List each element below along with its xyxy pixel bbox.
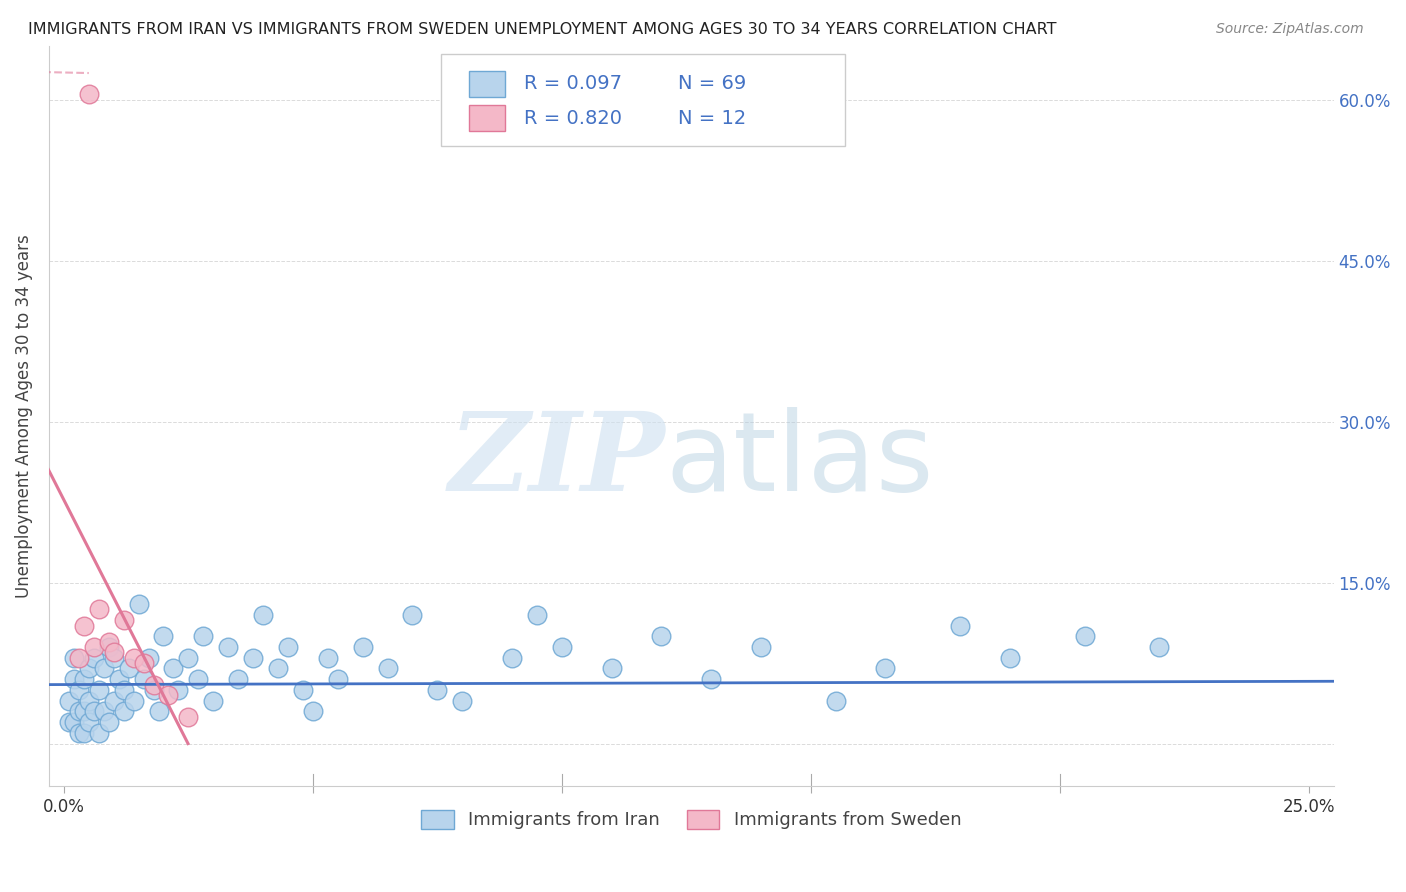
Point (77, 661, 100, 675)
Point (58, 715, 80, 730)
Text: N = 12: N = 12 (679, 109, 747, 128)
Point (73, 618, 96, 632)
Text: N = 69: N = 69 (679, 74, 747, 93)
Point (152, 629, 174, 643)
Point (749, 640, 772, 654)
Point (316, 650, 339, 665)
Point (138, 650, 160, 665)
Point (107, 672, 129, 686)
Point (326, 672, 349, 686)
Point (526, 607, 548, 622)
Point (167, 682, 190, 697)
Legend: Immigrants from Iran, Immigrants from Sweden: Immigrants from Iran, Immigrants from Sw… (413, 803, 969, 837)
Y-axis label: Unemployment Among Ages 30 to 34 years: Unemployment Among Ages 30 to 34 years (15, 235, 32, 599)
Point (377, 661, 399, 675)
Point (949, 618, 972, 632)
Point (501, 650, 523, 665)
Point (193, 629, 215, 643)
Point (63, 650, 86, 665)
Point (302, 705, 325, 719)
Point (142, 682, 165, 697)
Point (177, 710, 200, 724)
Point (77, 715, 100, 730)
Point (103, 693, 125, 707)
Point (103, 650, 125, 665)
Bar (470, 70, 505, 96)
Point (187, 672, 209, 686)
Point (77, 693, 100, 707)
Point (128, 597, 150, 611)
Point (87, 726, 110, 740)
Point (875, 661, 897, 675)
Point (700, 672, 723, 686)
Point (1149, 640, 1171, 654)
Point (77, 87, 100, 102)
Point (63, 672, 86, 686)
Point (600, 661, 623, 675)
Point (551, 640, 574, 654)
Point (226, 672, 249, 686)
Point (87, 682, 110, 697)
Point (202, 693, 225, 707)
Point (451, 693, 474, 707)
Point (252, 607, 274, 622)
Point (998, 650, 1021, 665)
Point (177, 650, 200, 665)
Point (242, 650, 264, 665)
Point (93, 661, 115, 675)
Point (162, 661, 184, 675)
Text: R = 0.820: R = 0.820 (524, 109, 623, 128)
Point (1073, 629, 1095, 643)
Point (267, 661, 290, 675)
Point (58, 693, 80, 707)
Text: IMMIGRANTS FROM IRAN VS IMMIGRANTS FROM SWEDEN UNEMPLOYMENT AMONG AGES 30 TO 34 : IMMIGRANTS FROM IRAN VS IMMIGRANTS FROM … (28, 22, 1057, 37)
Point (277, 640, 299, 654)
Point (217, 640, 239, 654)
Point (73, 726, 96, 740)
Point (352, 640, 374, 654)
Point (97, 634, 120, 648)
Text: atlas: atlas (665, 408, 934, 515)
Text: ZIP: ZIP (449, 407, 665, 515)
Point (132, 656, 155, 670)
Point (824, 693, 846, 707)
Point (401, 607, 423, 622)
Point (67, 682, 90, 697)
Point (73, 705, 96, 719)
Point (97, 715, 120, 730)
Point (93, 705, 115, 719)
Point (97, 640, 120, 654)
Point (117, 661, 139, 675)
Point (67, 705, 90, 719)
Point (122, 650, 145, 665)
Point (148, 705, 170, 719)
Point (83, 640, 105, 654)
FancyBboxPatch shape (441, 54, 845, 146)
Point (103, 645, 125, 659)
Point (67, 650, 90, 665)
Point (157, 688, 180, 702)
Point (142, 677, 165, 691)
Point (83, 650, 105, 665)
Text: Source: ZipAtlas.com: Source: ZipAtlas.com (1216, 22, 1364, 37)
Point (73, 672, 96, 686)
Text: R = 0.097: R = 0.097 (524, 74, 623, 93)
Point (112, 613, 135, 627)
Point (112, 682, 135, 697)
Point (83, 705, 105, 719)
Point (67, 726, 90, 740)
Point (112, 705, 135, 719)
Point (132, 672, 155, 686)
Point (426, 682, 449, 697)
Point (122, 693, 145, 707)
Point (87, 602, 110, 616)
Point (291, 682, 314, 697)
Bar (470, 105, 505, 131)
Point (650, 629, 672, 643)
Point (63, 715, 86, 730)
